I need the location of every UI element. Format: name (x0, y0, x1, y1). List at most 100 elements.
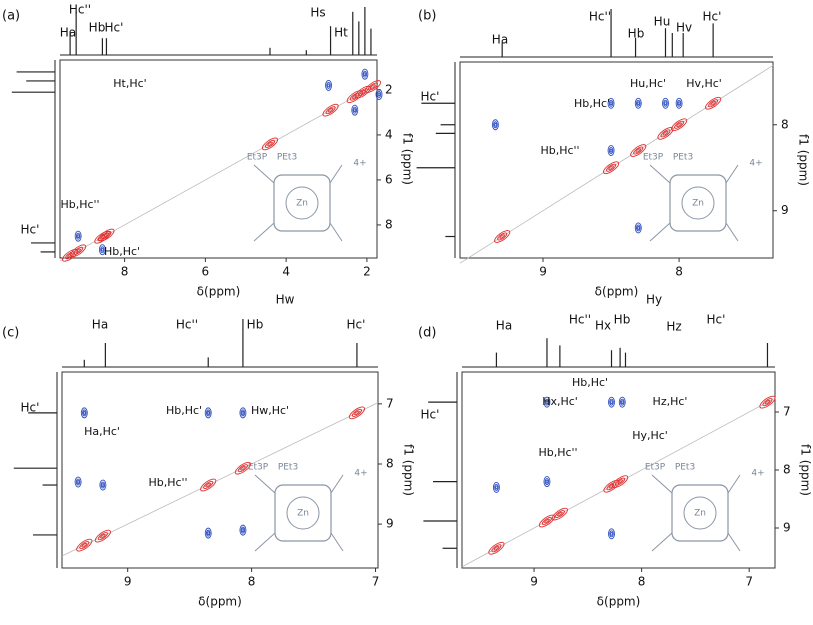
peak-contour (551, 507, 568, 521)
peak-contour (710, 101, 716, 106)
molecule-label: Zn (694, 509, 706, 519)
x-axis-label: δ(ppm) (197, 285, 241, 299)
peak-contour (674, 120, 685, 129)
peak-contour (97, 532, 108, 541)
peak-contour (676, 99, 682, 107)
cross-peak (204, 407, 212, 419)
cross-peak-label: Hz,Hc' (653, 395, 688, 408)
cross-peak (98, 228, 115, 242)
molecule-label: Zn (297, 509, 309, 519)
top-peak-label: Hb (628, 27, 645, 41)
top-peak-label: Ha (492, 33, 508, 47)
peak-contour (239, 524, 247, 536)
x-tick-label: 8 (248, 575, 256, 589)
peak-contour (543, 396, 551, 408)
peak-contour (100, 533, 106, 539)
molecule-label: Et3P (248, 463, 269, 473)
peak-contour (206, 410, 210, 415)
peak-contour (322, 103, 339, 117)
diagonal (61, 402, 379, 557)
top-peak-label: Hz (666, 320, 681, 334)
cross-peak (671, 118, 688, 132)
cross-peak-label: Hb,Hc'' (540, 144, 579, 157)
peak-contour (348, 406, 366, 420)
cross-peak-label: Ha,Hc' (84, 425, 120, 438)
peak-contour (206, 531, 210, 536)
cross-peak (488, 541, 505, 555)
cross-peak (200, 478, 217, 492)
top-peak-label: Hc' (703, 10, 722, 24)
peak-contour (554, 510, 565, 519)
top-peak-label: Hc'' (176, 318, 198, 332)
peak-contour (267, 141, 273, 147)
cross-peak (543, 396, 551, 408)
peak-contour (494, 122, 497, 127)
cross-peak (494, 230, 511, 243)
peak-contour (205, 482, 211, 488)
y-tick-label: 9 (781, 203, 789, 217)
peak-contour (375, 88, 383, 100)
porphyrin-core (285, 186, 319, 220)
porphyrin-ring (671, 484, 729, 542)
peak-contour (363, 72, 367, 77)
peak-contour (662, 97, 669, 109)
top-peak-label: Hc'' (589, 10, 611, 24)
cross-peak-label: Hb,Hc' (166, 404, 202, 417)
cross-peak (325, 79, 332, 91)
peak-contour (635, 148, 642, 153)
panel-label: (c) (2, 326, 19, 341)
peak-contour (325, 79, 332, 91)
peak-contour (630, 144, 647, 157)
cross-peak (239, 407, 247, 419)
peak-contour (82, 409, 87, 417)
peak-contour (762, 398, 773, 407)
side-peak-label: Hc' (421, 90, 440, 104)
molecule-label: 4+ (749, 159, 762, 169)
peak-contour (353, 108, 357, 113)
plot-frame (459, 61, 774, 259)
top-peak-label: Hb (247, 318, 264, 332)
cross-peak (70, 244, 87, 258)
peak-contour (240, 465, 246, 471)
peak-contour (493, 121, 498, 129)
molecule-label: PEt3 (673, 153, 693, 163)
peak-contour (351, 104, 359, 116)
peak-contour (362, 70, 368, 78)
porphyrin-ring (669, 174, 727, 232)
peak-contour (354, 85, 371, 99)
cross-peak (538, 514, 556, 528)
peak-contour (759, 395, 776, 409)
cross-peak (74, 230, 82, 242)
peak-contour (541, 517, 553, 526)
peak-contour (325, 106, 336, 115)
peak-contour (492, 481, 500, 493)
peak-contour (663, 99, 668, 107)
peak-contour (538, 514, 556, 528)
y-tick-label: 8 (781, 117, 789, 131)
molecule-label: 4+ (353, 159, 366, 169)
peak-contour (264, 139, 276, 148)
x-tick-label: 9 (124, 575, 132, 589)
peak-contour (75, 248, 81, 254)
peak-contour (557, 511, 563, 517)
cross-peak (608, 396, 615, 408)
cross-peak-label: Hb,Hc'' (538, 446, 577, 459)
peak-contour (494, 483, 499, 491)
plot-frame (59, 59, 378, 259)
peak-contour (608, 165, 614, 170)
peak-contour (497, 232, 508, 241)
peak-contour (204, 407, 212, 419)
peak-contour (352, 106, 358, 114)
peak-contour (607, 97, 615, 109)
top-peak-label: Hs (310, 6, 325, 20)
x-tick-label: 8 (675, 265, 683, 279)
molecule-label: Zn (296, 199, 308, 209)
molecule-label: PEt3 (277, 153, 297, 163)
peak-contour (493, 546, 500, 551)
peak-contour (494, 230, 511, 243)
peak-contour (237, 464, 248, 473)
peak-contour (98, 228, 115, 242)
x-tick-label: 7 (372, 575, 380, 589)
peak-contour (608, 396, 615, 408)
